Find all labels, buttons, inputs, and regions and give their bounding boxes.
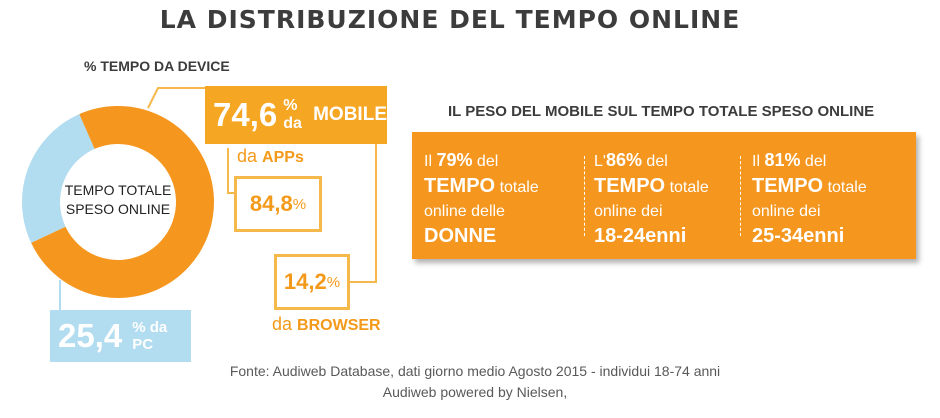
stat-divider [584, 156, 585, 236]
mobile-value: 74,6 [213, 96, 278, 133]
stat-divider [740, 156, 741, 236]
mobile-suffix-big: MOBILE [313, 104, 387, 125]
pc-value: 25,4 [58, 317, 123, 354]
mobile-box: 74,6 % da MOBILE [205, 86, 387, 144]
donut-center-label: TEMPO TOTALE SPESO ONLINE [64, 182, 172, 217]
apps-box: 84,8 % [234, 176, 322, 232]
mobile-suffix-small: % da [283, 97, 302, 132]
stat-25-34: Il 81% del TEMPO totale online dei 25-34… [752, 150, 867, 247]
stats-panel: Il 79% del TEMPO totale online delle DON… [412, 132, 916, 259]
mobile-weight-heading: IL PESO DEL MOBILE SUL TEMPO TOTALE SPES… [448, 103, 875, 120]
browser-value: 14,2 [283, 269, 327, 294]
chart-subtitle: % TEMPO DA DEVICE [84, 58, 230, 74]
donut-slice-pc [21, 114, 95, 243]
mobile-connector [147, 87, 205, 109]
page-title: LA DISTRIBUZIONE DEL TEMPO ONLINE [159, 5, 741, 34]
pc-suffix: % da PC [132, 319, 168, 353]
stat-18-24: L'86% del TEMPO totale online dei 18-24e… [594, 150, 709, 247]
apps-value: 84,8 [249, 191, 293, 216]
browser-box: 14,2 % [274, 254, 350, 310]
stat-donne: Il 79% del TEMPO totale online delle DON… [424, 150, 539, 247]
browser-label: da BROWSER [272, 314, 381, 334]
donut-slice-mobile [31, 106, 215, 298]
apps-label: da APPs [237, 146, 304, 166]
browser-connector [346, 144, 377, 283]
source-line-2: Audiweb powered by Nielsen, [382, 384, 568, 400]
apps-connector [227, 148, 234, 194]
source-line-1: Fonte: Audiweb Database, dati giorno med… [229, 363, 721, 379]
pc-box: 25,4 % da PC [50, 310, 191, 362]
